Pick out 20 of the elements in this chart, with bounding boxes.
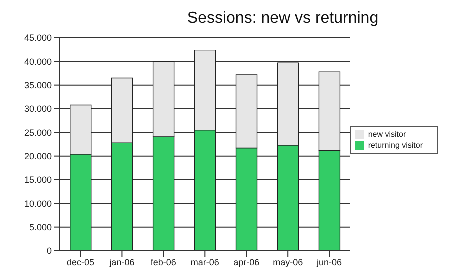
y-tick-label: 45.000 [24, 33, 52, 44]
x-tick-label: jun-06 [316, 257, 342, 268]
x-tick-label: feb-06 [150, 257, 176, 268]
y-tick-label: 0 [46, 246, 52, 256]
y-tick-label: 10.000 [24, 198, 52, 209]
y-tick-label: 35.000 [24, 80, 52, 91]
x-tick-label: dec-05 [66, 257, 94, 268]
y-tick-label: 20.000 [24, 152, 52, 162]
legend-label: returning visitor [368, 140, 423, 150]
y-tick-label: 25.000 [24, 128, 52, 138]
x-tick-label: jan-06 [108, 257, 135, 268]
y-tick-label: 40.000 [24, 56, 52, 67]
y-tick-label: 15.000 [24, 175, 52, 186]
x-tick-label: may-06 [273, 257, 304, 268]
y-tick-label: 30.000 [24, 104, 52, 114]
y-tick-label: 5.000 [29, 222, 52, 233]
chart-title: Sessions: new vs returning [186, 10, 380, 28]
x-tick-label: mar-06 [190, 257, 220, 268]
legend-label: new visitor [368, 130, 406, 138]
x-tick-label: apr-06 [234, 257, 260, 268]
